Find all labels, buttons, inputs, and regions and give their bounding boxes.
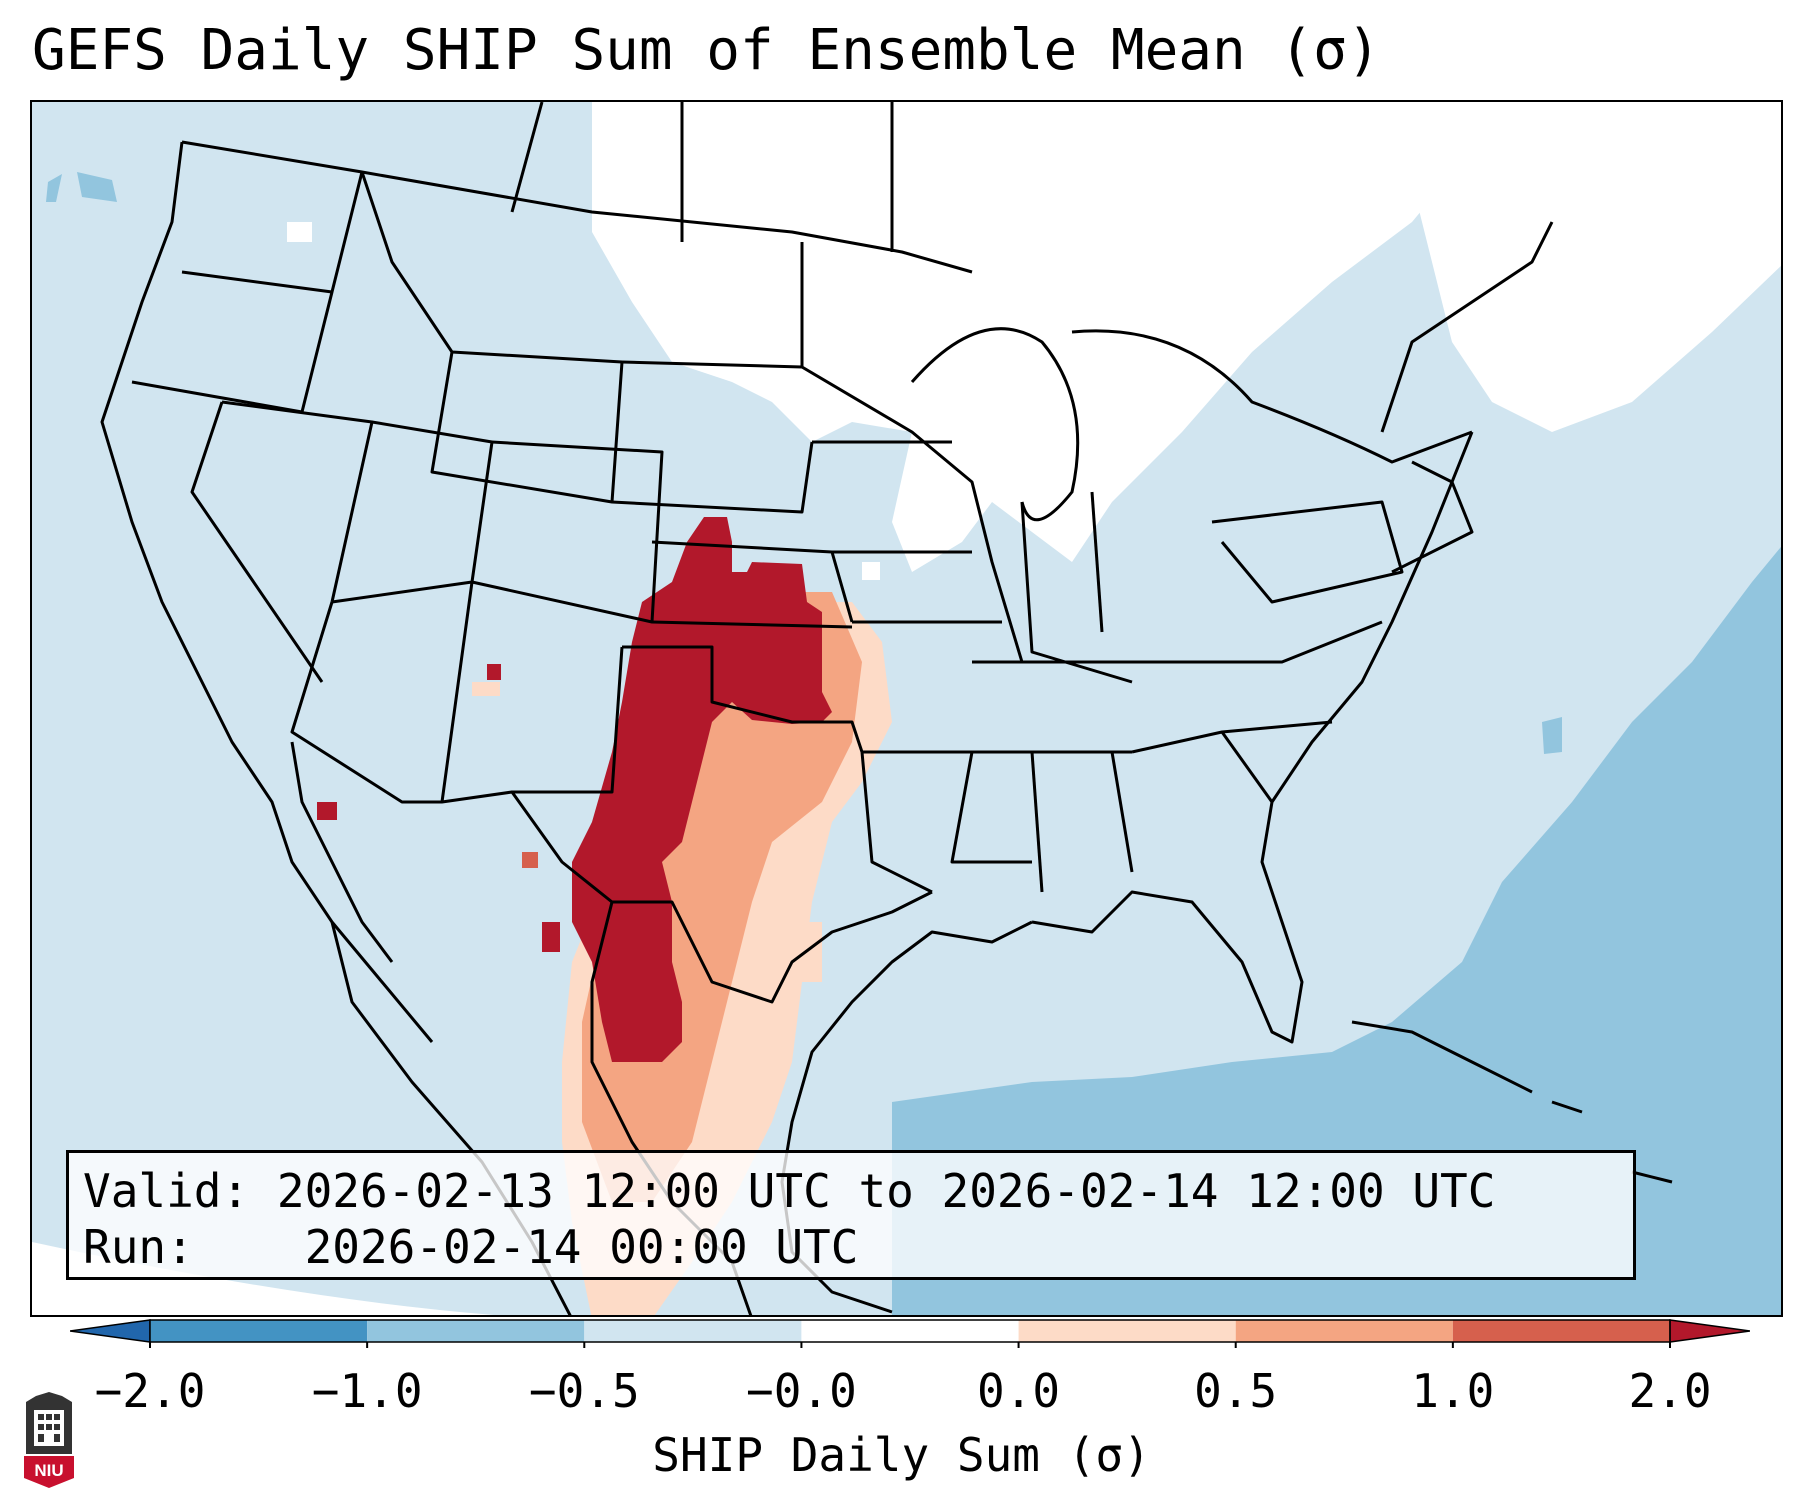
colorbar-tick-label: −0.0 [746,1364,857,1418]
valid-range: 2026-02-13 12:00 UTC to 2026-02-14 12:00… [276,1164,1496,1218]
run-label: Run: [83,1220,194,1274]
colorbar-tick-label: −2.0 [94,1364,206,1418]
positive-anomaly-plume [317,517,892,1315]
colorbar-segment [367,1320,585,1342]
colorbar-segment [1235,1320,1453,1342]
valid-time-box: Valid: 2026-02-13 12:00 UTC to 2026-02-1… [66,1150,1636,1280]
colorbar-tick-label: 0.5 [1194,1364,1278,1418]
negative-anomaly-regions [46,172,1781,1315]
colorbar-segment [1018,1320,1236,1342]
map-title: GEFS Daily SHIP Sum of Ensemble Mean (σ) [32,18,1381,83]
map-panel [30,100,1783,1317]
colorbar-segment [1452,1320,1670,1342]
colorbar-segment [584,1320,802,1342]
logo-text: NIU [34,1461,63,1480]
colorbar-segment [150,1320,368,1342]
university-logo-icon: NIU [24,1392,74,1488]
colorbar-tick-label: −1.0 [311,1364,423,1418]
colorbar [70,1319,1750,1348]
colorbar-outline [149,1319,1671,1343]
colorbar-tick-label: 0.0 [977,1364,1061,1418]
colorbar-tick-label: 2.0 [1628,1364,1712,1418]
run-time: 2026-02-14 00:00 UTC [304,1220,859,1274]
colorbar-label: SHIP Daily Sum (σ) [652,1428,1151,1482]
colorbar-tick-label: 1.0 [1411,1364,1495,1418]
map-canvas [32,102,1781,1315]
colorbar-segments [70,1319,1750,1348]
colorbar-tick-label: −0.5 [528,1364,640,1418]
valid-label: Valid: [83,1164,250,1218]
colorbar-segment [801,1320,1019,1342]
colorbar-extend-low [70,1319,151,1343]
colorbar-extend-high [1669,1319,1750,1343]
